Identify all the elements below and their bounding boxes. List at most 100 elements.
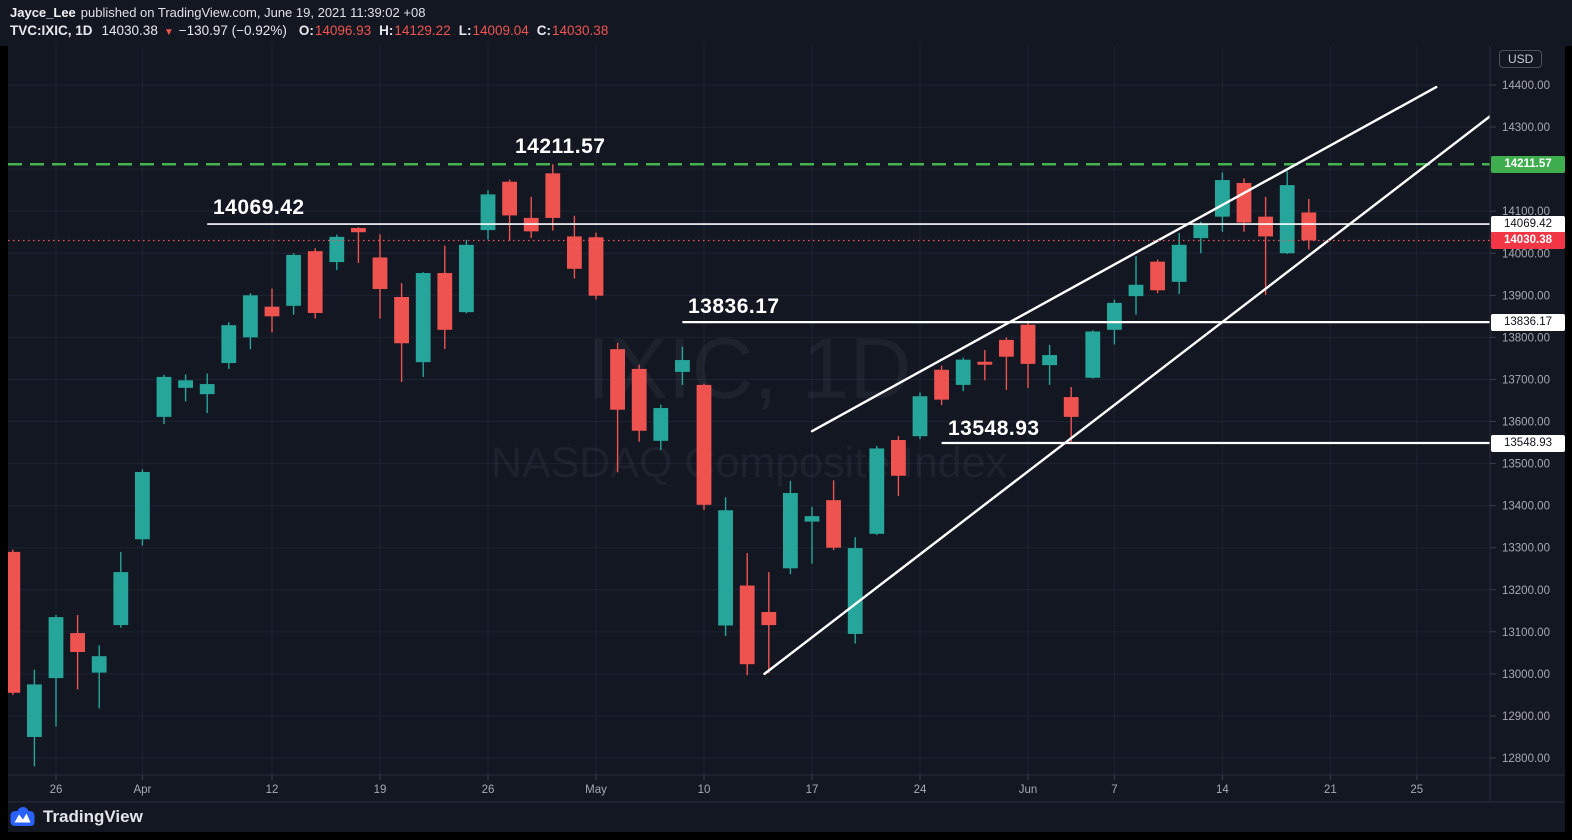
high-key: H: (379, 23, 394, 38)
price-tick-label: 14400.00 (1502, 80, 1550, 92)
time-tick-label: 24 (914, 784, 927, 796)
candle-2021-04-16 (351, 227, 366, 263)
candle-2021-05-03 (588, 232, 604, 300)
price-tick-label: 13900.00 (1502, 290, 1550, 302)
bottom-border (0, 832, 1572, 840)
author-link[interactable]: Jayce_Lee (10, 5, 76, 20)
candle-2021-03-30 (91, 645, 107, 709)
price-tick-label: 13700.00 (1502, 374, 1550, 386)
candle-2021-04-27 (502, 179, 517, 241)
drawn-levels[interactable] (8, 163, 1490, 445)
candle-2021-05-05 (631, 364, 647, 442)
candle-2021-04-08 (221, 322, 237, 369)
candle-2021-03-24 (8, 549, 21, 695)
candle-2021-05-17 (804, 506, 820, 564)
candle-2021-04-21 (415, 272, 431, 377)
candle-2021-04-07 (199, 373, 215, 414)
time-tick-label: 10 (698, 784, 711, 796)
candle-2021-05-20 (869, 445, 885, 536)
open-value: 14096.93 (314, 23, 372, 38)
watermark-title: NASDAQ Composite Index (491, 439, 1008, 487)
candle-2021-05-27 (977, 349, 993, 381)
time-tick-label: 17 (806, 784, 819, 796)
price-label-14069: 14069.42 (1491, 216, 1565, 233)
grid (8, 46, 1490, 775)
candle-2021-05-19 (847, 537, 863, 644)
price-tick-label: 14000.00 (1502, 248, 1550, 260)
price-tick-label: 13300.00 (1502, 543, 1550, 555)
trendline-1[interactable] (810, 85, 1438, 433)
candle-2021-04-26 (480, 190, 496, 240)
candle-2021-06-03 (1063, 387, 1079, 443)
candle-2021-05-06 (653, 404, 669, 451)
price-tick-label: 13100.00 (1502, 627, 1550, 639)
tradingview-logo[interactable]: TradingView (10, 806, 143, 827)
candle-2021-05-12 (739, 553, 755, 676)
tradingview-logo-text: TradingView (43, 806, 143, 826)
time-tick-label: 26 (50, 784, 63, 796)
time-tick-label: 19 (374, 784, 387, 796)
symbol-interval-label[interactable]: TVC:IXIC, 1D (10, 23, 93, 38)
candle-2021-04-15 (329, 234, 345, 271)
candle-2021-05-10 (696, 383, 712, 510)
price-axis[interactable]: 14400.0014300.0014200.0014100.0014000.00… (1490, 80, 1550, 765)
price-tick-label: 13000.00 (1502, 669, 1550, 681)
trendlines[interactable] (763, 85, 1490, 676)
candle-2021-06-02 (1042, 344, 1057, 385)
level-label-14211[interactable]: 14211.57 (515, 135, 606, 158)
candle-2021-04-12 (264, 288, 280, 333)
time-tick-label: 26 (482, 784, 495, 796)
candle-2021-05-04 (610, 342, 625, 473)
candle-2021-04-23 (459, 239, 474, 314)
candle-2021-05-26 (955, 357, 971, 392)
right-border (1565, 46, 1572, 840)
candle-2021-04-19 (372, 234, 388, 319)
price-tick-label: 14100.00 (1502, 206, 1550, 218)
price-label-13836: 13836.17 (1491, 314, 1565, 331)
time-tick-label: Apr (133, 784, 151, 796)
close-value: 14030.38 (552, 23, 609, 38)
candle-2021-04-14 (307, 248, 323, 319)
candle-2021-06-10 (1171, 233, 1187, 295)
candle-2021-06-08 (1128, 256, 1144, 315)
last-price-value: 14030.38 (101, 23, 158, 38)
price-tick-label: 13500.00 (1502, 459, 1550, 471)
published-text: published on TradingView.com, June 19, 2… (80, 5, 426, 20)
down-triangle-icon: ▼ (163, 27, 174, 38)
time-tick-label: May (585, 784, 607, 796)
left-border (0, 46, 8, 840)
currency-badge[interactable]: USD (1499, 50, 1543, 68)
candle-2021-03-29 (70, 614, 85, 690)
price-tick-label: 12900.00 (1502, 711, 1550, 723)
time-axis[interactable]: 26 Apr 12 19 26 May 10 17 24 Jun 7 14 21 25 (50, 775, 1424, 796)
candle-2021-06-15 (1236, 178, 1252, 232)
candle-2021-05-11 (718, 497, 733, 637)
time-tick-label: 7 (1111, 784, 1117, 796)
trendline-2[interactable] (763, 114, 1490, 676)
candle-2021-04-05 (156, 374, 172, 425)
candle-2021-04-20 (394, 283, 409, 382)
level-label-13548[interactable]: 13548.93 (948, 417, 1040, 440)
level-label-13836[interactable]: 13836.17 (688, 295, 780, 318)
level-label-14069[interactable]: 14069.42 (213, 196, 305, 219)
candle-2021-06-04 (1085, 330, 1101, 379)
candle-2021-06-09 (1150, 259, 1165, 294)
candle-2021-05-14 (783, 480, 798, 575)
open-key: O: (298, 23, 314, 38)
candle-2021-05-18 (826, 480, 841, 551)
candle-2021-03-26 (48, 614, 64, 727)
time-tick-label: Jun (1019, 784, 1038, 796)
chart-header: Jayce_Lee published on TradingView.com, J… (10, 5, 616, 41)
candle-2021-04-09 (243, 293, 258, 350)
candle-2021-05-07 (675, 346, 690, 385)
candles (8, 164, 1317, 767)
candle-2021-05-13 (761, 572, 777, 674)
candle-2021-04-30 (567, 215, 582, 279)
candle-2021-05-25 (934, 365, 949, 406)
time-tick-label: 21 (1324, 784, 1337, 796)
price-tick-label: 13600.00 (1502, 417, 1550, 429)
price-label-13548: 13548.93 (1491, 435, 1565, 452)
